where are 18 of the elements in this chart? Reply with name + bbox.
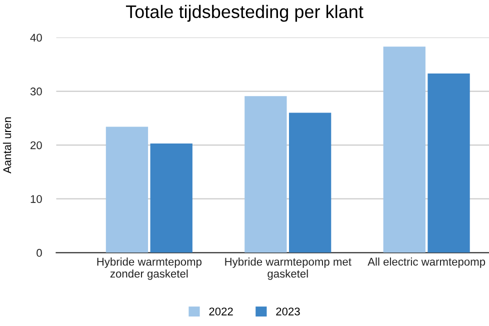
x-tick-label: Hybride warmtepomp zonder gasketel — [97, 258, 202, 280]
legend-label: 2022 — [209, 308, 233, 316]
bar — [106, 126, 148, 253]
bar — [150, 143, 192, 253]
bar — [288, 112, 332, 253]
y-tick-label: 0 — [36, 248, 42, 257]
y-tick-label: 40 — [30, 34, 42, 42]
legend-label: 2023 — [276, 308, 300, 316]
bar — [428, 74, 470, 253]
x-tick-label: All electric warmtepomp — [368, 258, 486, 268]
y-tick-label: 20 — [30, 141, 42, 150]
x-tick-label: Hybride warmtepomp met gasketel — [225, 258, 352, 280]
chart-title: Totale tijdsbesteding per klant — [126, 4, 364, 22]
y-tick-label: 10 — [30, 195, 42, 203]
y-axis-title: Aantal uren — [2, 117, 12, 174]
bar — [383, 46, 426, 253]
y-tick-label: 30 — [30, 88, 42, 96]
bar — [244, 96, 287, 253]
